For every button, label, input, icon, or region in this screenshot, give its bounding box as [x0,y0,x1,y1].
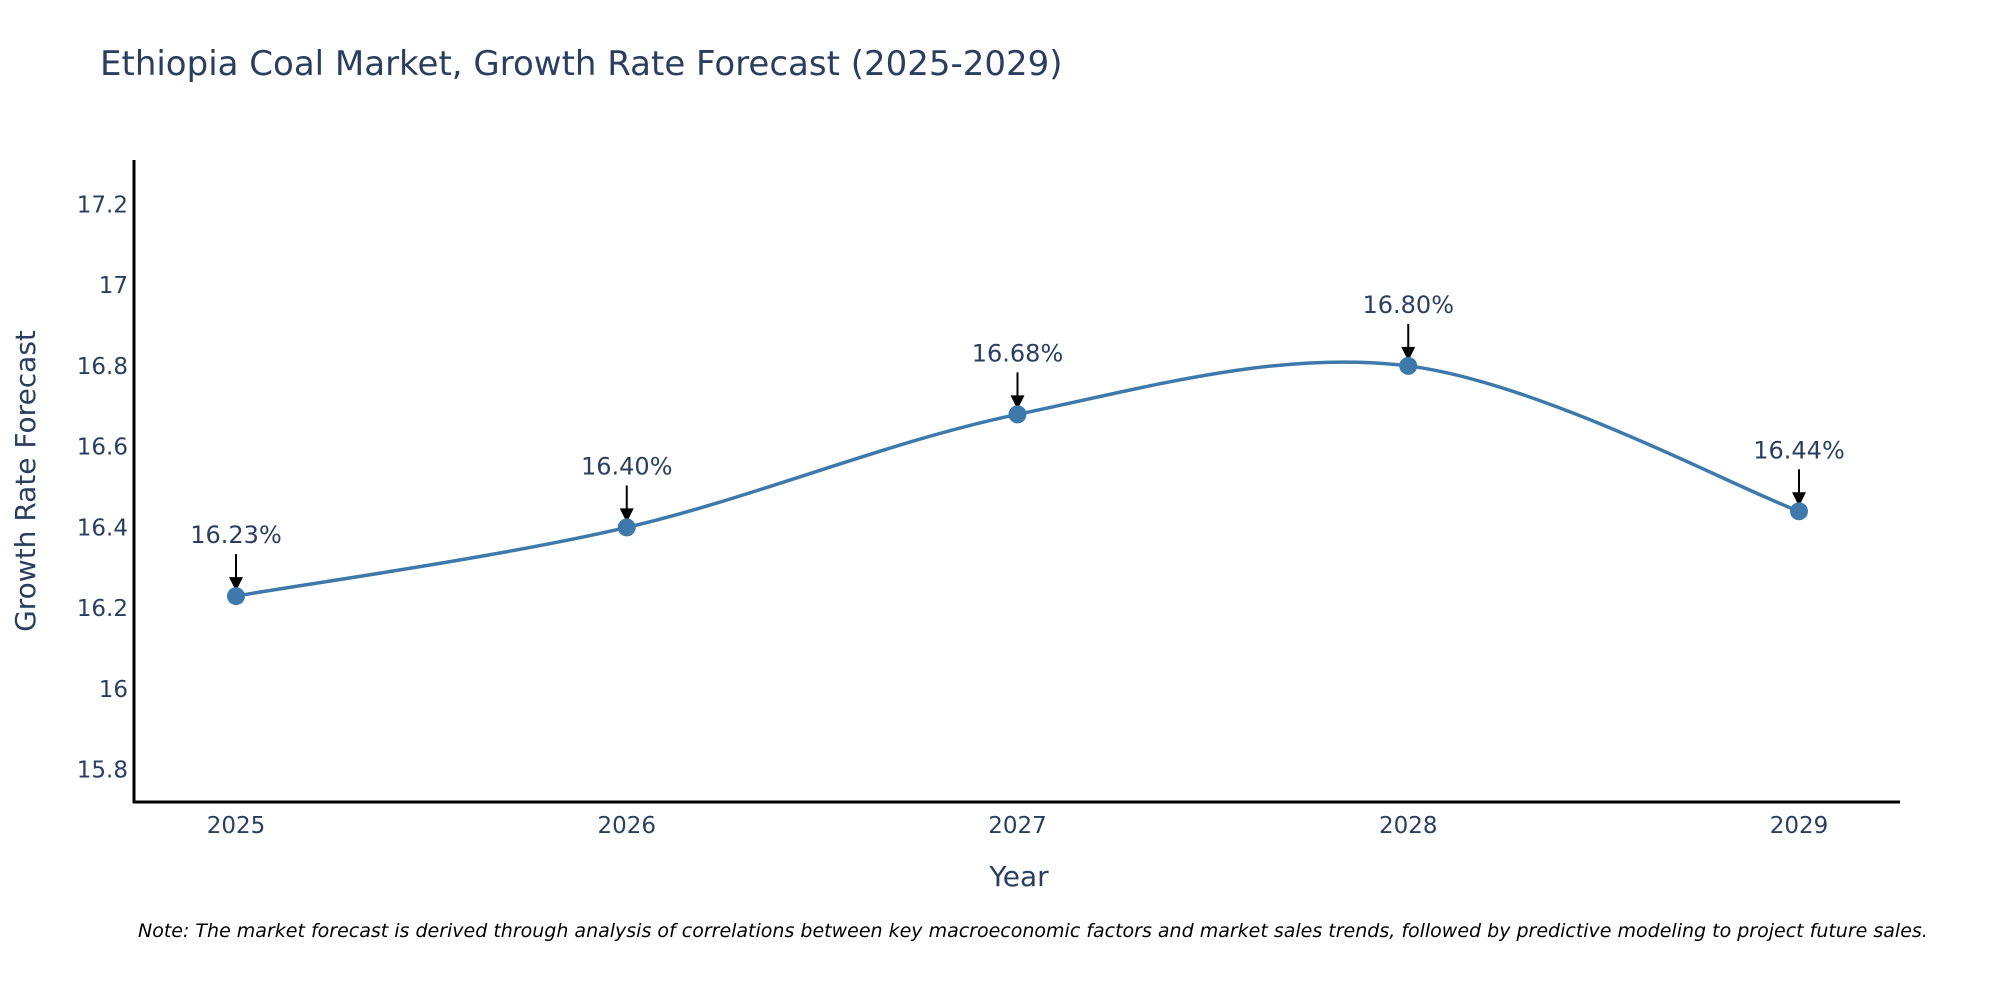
data-label: 16.80% [1362,291,1454,319]
chart-note: Note: The market forecast is derived thr… [138,920,1928,942]
data-point [227,587,245,606]
data-label: 16.23% [190,521,282,549]
data-label: 16.68% [972,339,1064,367]
arrow-head [1401,346,1416,361]
data-markers [227,356,1808,606]
x-axis-ticks: 2025 2026 2027 2028 2029 [207,813,1829,839]
y-tick-label: 15.8 [77,758,128,784]
y-tick-label: 16 [99,677,128,703]
data-labels: 16.23% 16.40% 16.68% 16.80% 16.44% [190,291,1845,549]
y-tick-label: 16.6 [77,435,128,461]
annotation-arrows [229,323,1806,592]
x-tick-label: 2028 [1379,813,1438,839]
arrow-head [619,508,634,523]
y-tick-label: 16.2 [77,596,128,622]
arrow-head [1010,395,1025,410]
data-point [617,518,636,537]
x-tick-label: 2025 [207,813,266,839]
x-axis-title: Year [988,860,1049,893]
data-point [1399,356,1418,375]
y-axis-title: Growth Rate Forecast [9,330,42,632]
data-point [1008,405,1027,424]
y-tick-label: 17.2 [77,192,128,218]
data-label: 16.44% [1753,436,1845,464]
chart-title: Ethiopia Coal Market, Growth Rate Foreca… [100,44,1063,84]
y-axis-ticks: 15.8 16 16.2 16.4 16.6 16.8 17 17.2 [77,192,128,783]
arrow-head [229,577,243,592]
y-tick-label: 16.8 [77,354,128,380]
x-tick-label: 2027 [988,813,1047,839]
x-tick-label: 2029 [1770,813,1829,839]
x-tick-label: 2026 [597,813,656,839]
arrow-head [1792,492,1806,507]
y-tick-label: 17 [99,273,128,299]
data-label: 16.40% [581,452,673,480]
y-tick-label: 16.4 [77,515,128,541]
data-point [1790,502,1808,521]
